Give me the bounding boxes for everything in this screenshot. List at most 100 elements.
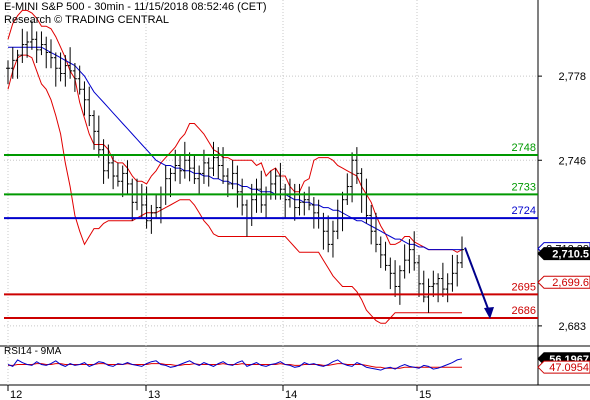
price-bar — [49, 39, 54, 69]
price-bar — [77, 65, 82, 95]
price-bar — [187, 152, 192, 182]
price-bar — [144, 186, 149, 229]
rsi-tag-470954-text: 47.0954 — [549, 362, 589, 374]
chart-title: E-MINI S&P 500 - 30min - 11/15/2018 08:5… — [4, 1, 267, 13]
price-bar — [96, 115, 101, 158]
price-bar — [316, 199, 321, 229]
price-bar — [440, 262, 445, 297]
price-bar — [130, 178, 135, 221]
price-bar — [178, 155, 183, 184]
level-label-2724: 2724 — [512, 205, 536, 217]
forecast-arrow-head — [484, 307, 494, 319]
price-bar — [68, 47, 73, 79]
price-bar — [431, 270, 436, 297]
price-bar — [111, 155, 116, 190]
forecast-arrow — [464, 247, 494, 319]
chart-subtitle: Research © TRADING CENTRAL — [4, 14, 169, 26]
bollinger-upper-line — [7, 9, 463, 253]
price-bar — [307, 186, 312, 211]
level-lines: 2748 2733 2724 2695 2686 — [4, 142, 538, 319]
price-bar — [139, 183, 144, 219]
level-label-2686: 2686 — [512, 305, 536, 317]
x-axis: 12 13 14 15 — [7, 385, 431, 400]
price-bar — [20, 28, 25, 63]
price-bar — [388, 257, 393, 290]
price-bar — [225, 168, 230, 198]
price-bar — [168, 168, 173, 198]
price-bar — [283, 183, 288, 219]
price-bar — [335, 199, 340, 240]
price-bar — [15, 49, 20, 79]
bollinger-lower-line — [7, 54, 462, 324]
price-bar — [82, 81, 87, 116]
price-bar — [63, 55, 68, 87]
x-tick-label: 13 — [148, 389, 160, 400]
price-bar — [58, 52, 63, 82]
bollinger-bands — [7, 9, 463, 324]
price-bar — [101, 139, 106, 184]
y-axis: 2,778 2,746 2,683 — [538, 71, 586, 333]
price-bar — [10, 47, 15, 79]
price-bar — [154, 194, 159, 219]
price-bar — [216, 147, 221, 179]
price-bar — [115, 162, 120, 187]
price-bar — [330, 220, 335, 258]
rsi-tag-470954: 47.0954 — [537, 360, 590, 374]
price-bar — [235, 165, 240, 208]
rsi-tag-470954-box — [537, 360, 590, 374]
rsi-label: RSI14 - 9MA — [4, 346, 62, 357]
price-bar — [192, 155, 197, 184]
price-bar — [149, 204, 154, 234]
moving-average-line — [8, 46, 462, 251]
price-bar — [436, 273, 441, 303]
price-tag-27105-box — [537, 247, 590, 261]
level-label-2695: 2695 — [512, 281, 536, 293]
y-tick-label: 2,778 — [558, 71, 586, 83]
price-bar — [302, 191, 307, 216]
rsi-panel — [7, 358, 463, 371]
price-tag-27105-text: 2,710.5 — [552, 249, 589, 261]
price-bar — [354, 147, 359, 184]
x-tick-label: 14 — [285, 389, 297, 400]
price-bar — [416, 254, 421, 297]
price-bar — [44, 36, 49, 69]
price-series — [6, 20, 464, 313]
price-bar — [369, 204, 374, 245]
price-tag-27105: 2,710.5 — [537, 247, 590, 261]
rsi-line — [7, 358, 463, 371]
price-bar — [445, 273, 450, 303]
price-bar — [326, 215, 331, 253]
price-bar — [106, 144, 111, 179]
price-bar — [163, 165, 168, 205]
price-tag-26996: 2,699.6 — [537, 275, 590, 289]
price-bar — [407, 239, 412, 274]
price-bar — [359, 168, 364, 213]
price-bar — [292, 183, 297, 221]
price-bar — [426, 278, 431, 313]
price-bar — [240, 178, 245, 216]
price-bar — [460, 236, 464, 269]
price-bar — [34, 31, 39, 63]
price-bar — [450, 254, 455, 292]
price-bar — [53, 52, 58, 87]
price-bar — [264, 186, 269, 219]
price-bar — [249, 183, 254, 226]
price-bar — [221, 147, 226, 184]
price-tag-26996-box — [537, 275, 590, 289]
x-tick-label: 12 — [10, 389, 22, 400]
moving-average — [8, 46, 462, 251]
price-bar — [211, 141, 216, 177]
grid-lines — [0, 0, 590, 386]
price-bar — [345, 173, 350, 205]
price-bar — [120, 165, 125, 198]
price-bar — [25, 31, 30, 58]
price-bar — [364, 178, 369, 224]
price-bar — [125, 160, 130, 195]
price-bar — [383, 241, 388, 271]
price-bar — [39, 31, 44, 56]
price-bar — [6, 60, 10, 85]
y-tick-label: 2,683 — [558, 321, 586, 333]
x-tick-label: 15 — [419, 389, 431, 400]
